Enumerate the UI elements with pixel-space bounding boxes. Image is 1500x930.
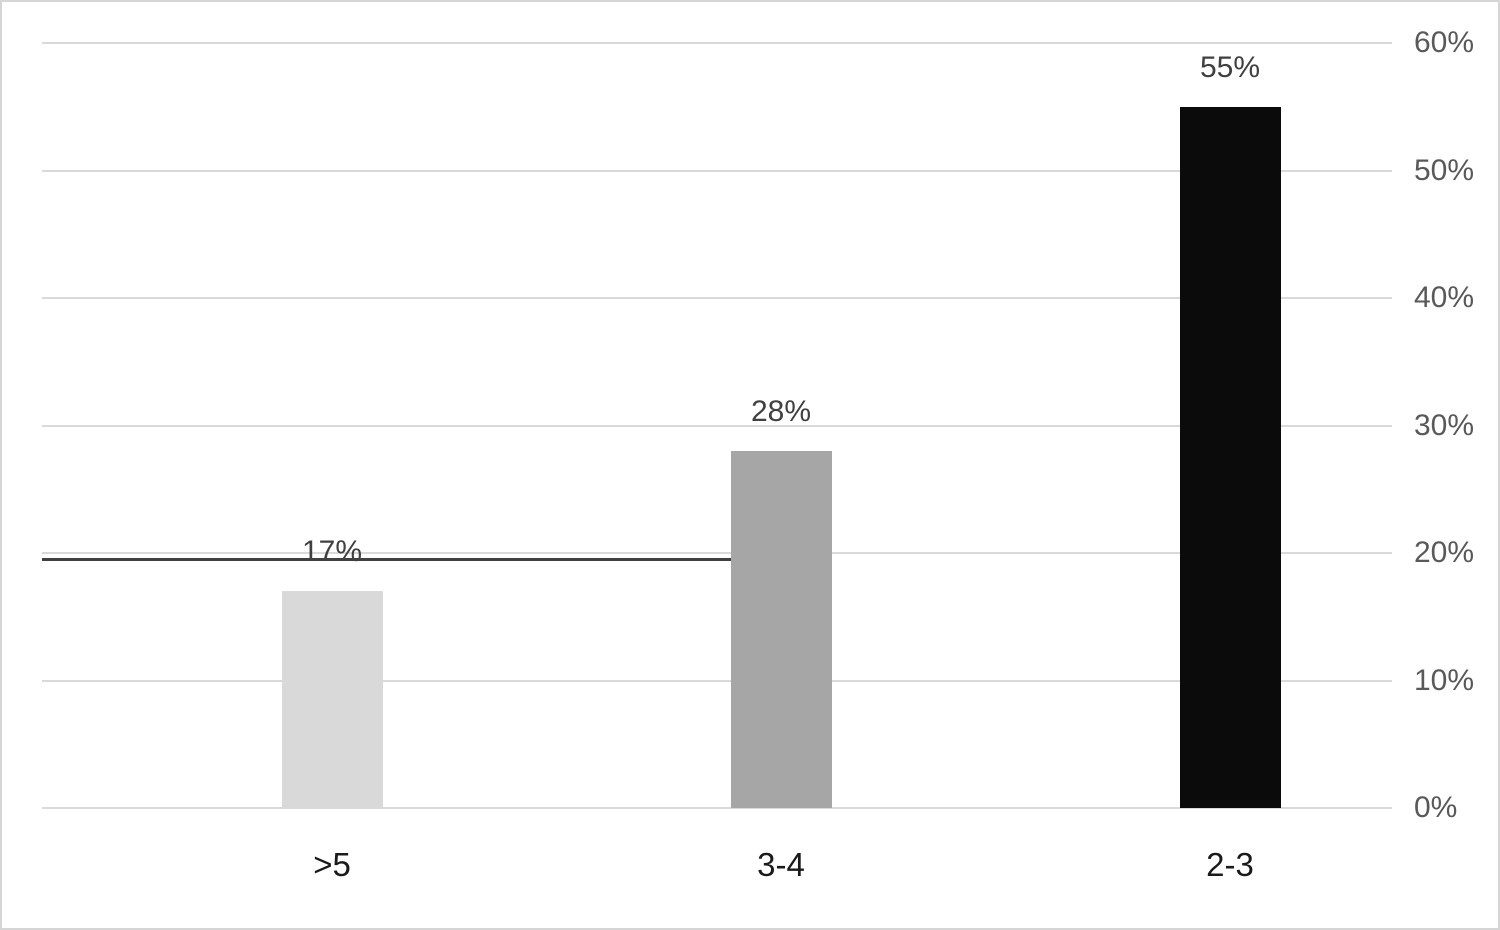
bar <box>1179 106 1281 808</box>
bar-data-label: 17% <box>301 535 363 569</box>
y-tick-label: 50% <box>1414 153 1475 187</box>
x-category-label: >5 <box>313 846 351 883</box>
y-tick-label: 40% <box>1414 281 1475 314</box>
y-tick-label: 60% <box>1414 26 1475 59</box>
gridline <box>42 169 1392 172</box>
gridline <box>42 42 1392 44</box>
reference-line <box>42 558 731 562</box>
y-tick-label: 0% <box>1414 791 1458 824</box>
x-category-label: 3-4 <box>757 846 805 883</box>
y-tick-label: 20% <box>1414 536 1475 569</box>
gridline <box>42 552 1392 554</box>
gridline <box>42 679 1392 682</box>
y-tick-label: 30% <box>1414 408 1475 442</box>
y-tick-label: 10% <box>1414 663 1475 697</box>
bar-data-label: 55% <box>1199 50 1261 84</box>
gridline <box>42 297 1392 299</box>
gridline <box>42 807 1392 809</box>
bar <box>730 451 832 808</box>
bar-data-label: 28% <box>750 395 812 428</box>
bar <box>281 591 383 808</box>
x-category-label: 2-3 <box>1206 846 1254 883</box>
gridline <box>42 424 1392 427</box>
